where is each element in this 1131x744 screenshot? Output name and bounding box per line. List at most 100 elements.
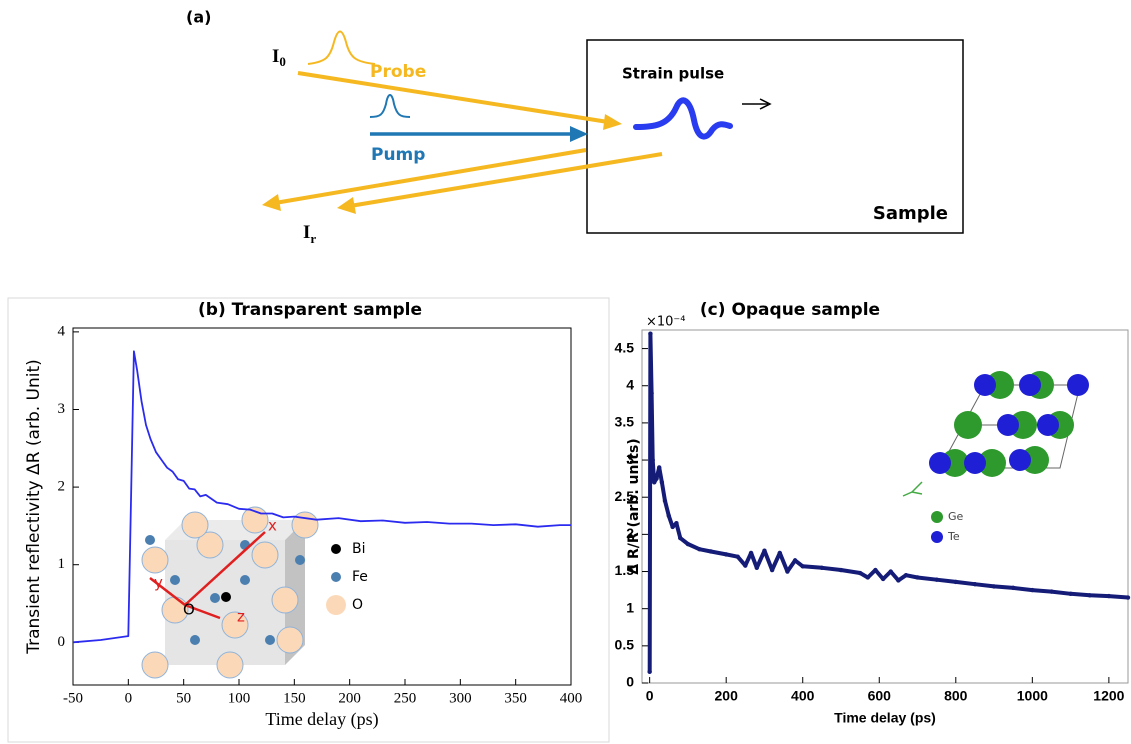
fe-atom (190, 635, 200, 645)
data-line (72, 350, 571, 644)
data-point (800, 564, 805, 569)
x-tick-label: 300 (449, 690, 472, 706)
panel-a: (a) Sample Strain pulse Probe Pump I0 Ir (186, 8, 964, 246)
inset-axis-label: y (154, 574, 163, 592)
bi-atom (221, 592, 231, 602)
o-atom (196, 531, 224, 559)
x-tick-label: 200 (715, 688, 739, 704)
x-tick-label: 350 (504, 690, 527, 706)
data-point (896, 578, 901, 583)
reflected-label: Ir (303, 222, 316, 246)
o-atom (141, 546, 169, 574)
x-tick-label: -50 (63, 690, 83, 706)
axis-multiplier: ×10⁻⁴ (646, 315, 686, 330)
data-point (972, 581, 978, 587)
data-point (792, 558, 798, 563)
y-axis-label: Transient reflectivity ΔR (arb. Unit) (24, 359, 44, 655)
te-atom (929, 452, 951, 474)
te-atom (1067, 374, 1089, 396)
x-tick-label: 1000 (1017, 688, 1048, 704)
o-atom (221, 611, 249, 639)
te-atom (1009, 449, 1031, 471)
data-point (1125, 595, 1131, 600)
data-point (865, 575, 870, 580)
plot-frame (72, 327, 572, 686)
data-point (1010, 585, 1016, 591)
y-tick-label: 2 (626, 525, 634, 541)
te-atom (1019, 374, 1041, 396)
fe-atom (295, 555, 305, 565)
legend-marker (331, 572, 341, 582)
pump-pulse (369, 94, 411, 118)
o-atom (216, 651, 244, 679)
probe-pulse (307, 30, 376, 65)
data-point (708, 549, 714, 554)
y-tick-label: 2.5 (615, 488, 635, 504)
pump-label: Pump (371, 145, 425, 165)
ge-atom (978, 449, 1006, 477)
fe-atom (240, 575, 250, 585)
mini-axes (902, 481, 923, 497)
x-tick-label: 0 (646, 688, 654, 704)
strain-label: Strain pulse (622, 65, 724, 83)
strain-arrow-head (759, 98, 772, 110)
y-axis-label: Δ R/R (arb. units) (626, 438, 642, 574)
data-point (1049, 589, 1054, 594)
te-atom (974, 374, 996, 396)
x-tick-label: 100 (228, 690, 251, 706)
data-point (666, 513, 671, 518)
sample-box (586, 39, 964, 234)
x-tick-label: 600 (868, 688, 892, 704)
y-tick-label: 3 (58, 401, 66, 417)
x-tick-label: 0 (125, 690, 133, 706)
data-point (662, 498, 668, 504)
y-tick-label: 0 (58, 634, 66, 650)
legend-label: O (352, 597, 363, 613)
data-point (678, 535, 683, 541)
data-point (785, 569, 790, 574)
o-atom (181, 511, 209, 539)
x-tick-label: 1200 (1093, 688, 1124, 704)
data-point (769, 567, 775, 573)
data-point (1106, 593, 1112, 599)
legend-label: Te (947, 530, 960, 543)
data-point (934, 577, 939, 582)
y-tick-label: 4 (626, 376, 634, 392)
te-atom (997, 414, 1019, 436)
y-tick-label: 1.5 (615, 562, 635, 578)
data-point (915, 575, 920, 580)
pump-arrow-head (570, 126, 588, 142)
o-atom (291, 511, 319, 539)
chart-title: (b) Transparent sample (198, 300, 422, 320)
data-line (647, 331, 1129, 672)
y-tick-label: 3.5 (615, 414, 635, 430)
data-point (888, 569, 893, 574)
y-tick-label: 1 (58, 556, 66, 572)
x-tick-label: 400 (560, 690, 583, 706)
legend-label: Ge (948, 510, 964, 523)
data-point (735, 554, 740, 559)
axes-arrows (149, 531, 266, 620)
y-tick-label: 0 (626, 674, 634, 690)
data-point (674, 521, 679, 526)
o-atom (271, 586, 299, 614)
incident-label: I0 (272, 46, 286, 69)
data-point (754, 565, 760, 571)
data-point (659, 480, 665, 485)
x-tick-label: 400 (791, 688, 815, 704)
data-point (723, 552, 729, 557)
crystal-inset: Ge Te (902, 371, 1089, 543)
te-atom (964, 452, 986, 474)
data-point (650, 457, 655, 463)
y-tick-label: 4 (58, 323, 66, 339)
probe-label: Probe (370, 62, 426, 82)
panel-label: (a) (186, 8, 211, 27)
y-tick-label: 0.5 (615, 637, 635, 653)
data-point (857, 570, 863, 576)
data-point (1030, 587, 1035, 593)
inset-axis-label: O (183, 601, 195, 619)
data-point (953, 579, 958, 585)
x-axis-label: Time delay (ps) (834, 710, 936, 726)
data-point (819, 565, 825, 571)
fe-atom (170, 575, 180, 585)
